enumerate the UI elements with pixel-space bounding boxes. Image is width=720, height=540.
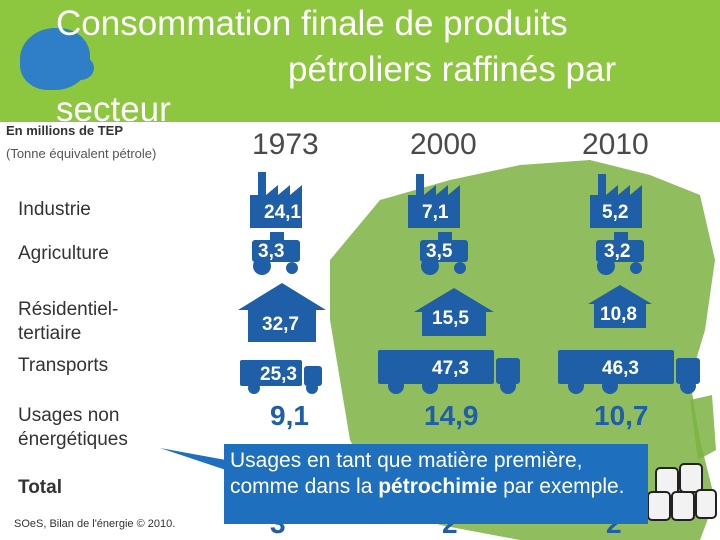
value-residentiel-2010: 10,8 [600, 304, 637, 325]
value-industrie-2000: 7,1 [422, 202, 449, 223]
header-band [0, 0, 720, 122]
row-label-residentiel-1: Résidentiel- [18, 299, 119, 320]
unit-label: En millions de TEP [6, 123, 124, 138]
value-industrie-2010: 5,2 [602, 202, 629, 223]
factory-icon [250, 172, 302, 228]
tractor-icon [252, 232, 300, 275]
value-transports-2000: 47,3 [432, 358, 469, 379]
row-label-industrie: Industrie [18, 199, 91, 220]
value-residentiel-1973: 32,7 [262, 314, 299, 335]
usages-note-callout: Usages en tant que matière première, com… [224, 444, 648, 524]
page-title-line3: secteur [56, 90, 171, 129]
blue-drop-logo-part [66, 56, 94, 80]
value-transports-2010: 46,3 [602, 358, 639, 379]
year-2010: 2010 [582, 128, 649, 161]
callout-pointer [160, 448, 226, 470]
factory-icon [590, 174, 642, 228]
truck-icon [378, 350, 520, 394]
value-usages-2000: 14,9 [424, 400, 479, 431]
house-icon [414, 288, 494, 336]
note-text-1: Usages en tant que matière première, com… [230, 449, 583, 498]
value-industrie-1973: 24,1 [264, 202, 301, 223]
value-residentiel-2000: 15,5 [432, 308, 469, 329]
tractor-icon [420, 232, 468, 275]
value-transports-1973: 25,3 [260, 364, 297, 385]
unit-sublabel: (Tonne équivalent pétrole) [6, 146, 157, 161]
row-label-transports: Transports [18, 355, 109, 376]
note-text-bold: pétrochimie [378, 475, 498, 498]
row-label-agriculture: Agriculture [18, 243, 109, 264]
year-1973: 1973 [252, 128, 319, 161]
value-agriculture-1973: 3,3 [258, 241, 285, 262]
row-label-residentiel-2: tertiaire [18, 323, 82, 344]
page-title-line1: Consommation finale de produits [56, 4, 568, 43]
page-title-line2: pétroliers raffinés par [288, 50, 617, 89]
value-usages-1973: 9,1 [270, 400, 309, 431]
value-agriculture-2010: 3,2 [604, 241, 631, 262]
truck-icon [558, 350, 700, 394]
factory-icon [408, 174, 460, 228]
value-usages-2010: 10,7 [594, 400, 649, 431]
tractor-icon [596, 232, 644, 275]
row-label-usages-2: énergétiques [18, 429, 128, 450]
note-text-2: par exemple. [497, 475, 625, 498]
year-2000: 2000 [410, 128, 477, 161]
house-icon [588, 285, 652, 328]
source-credit: SOeS, Bilan de l'énergie © 2010. [14, 518, 176, 530]
row-label-total: Total [18, 477, 62, 498]
barrels-icon [647, 463, 717, 521]
truck-icon [240, 360, 322, 394]
row-label-usages-1: Usages non [18, 405, 120, 426]
house-icon [238, 283, 326, 342]
value-agriculture-2000: 3,5 [426, 241, 453, 262]
